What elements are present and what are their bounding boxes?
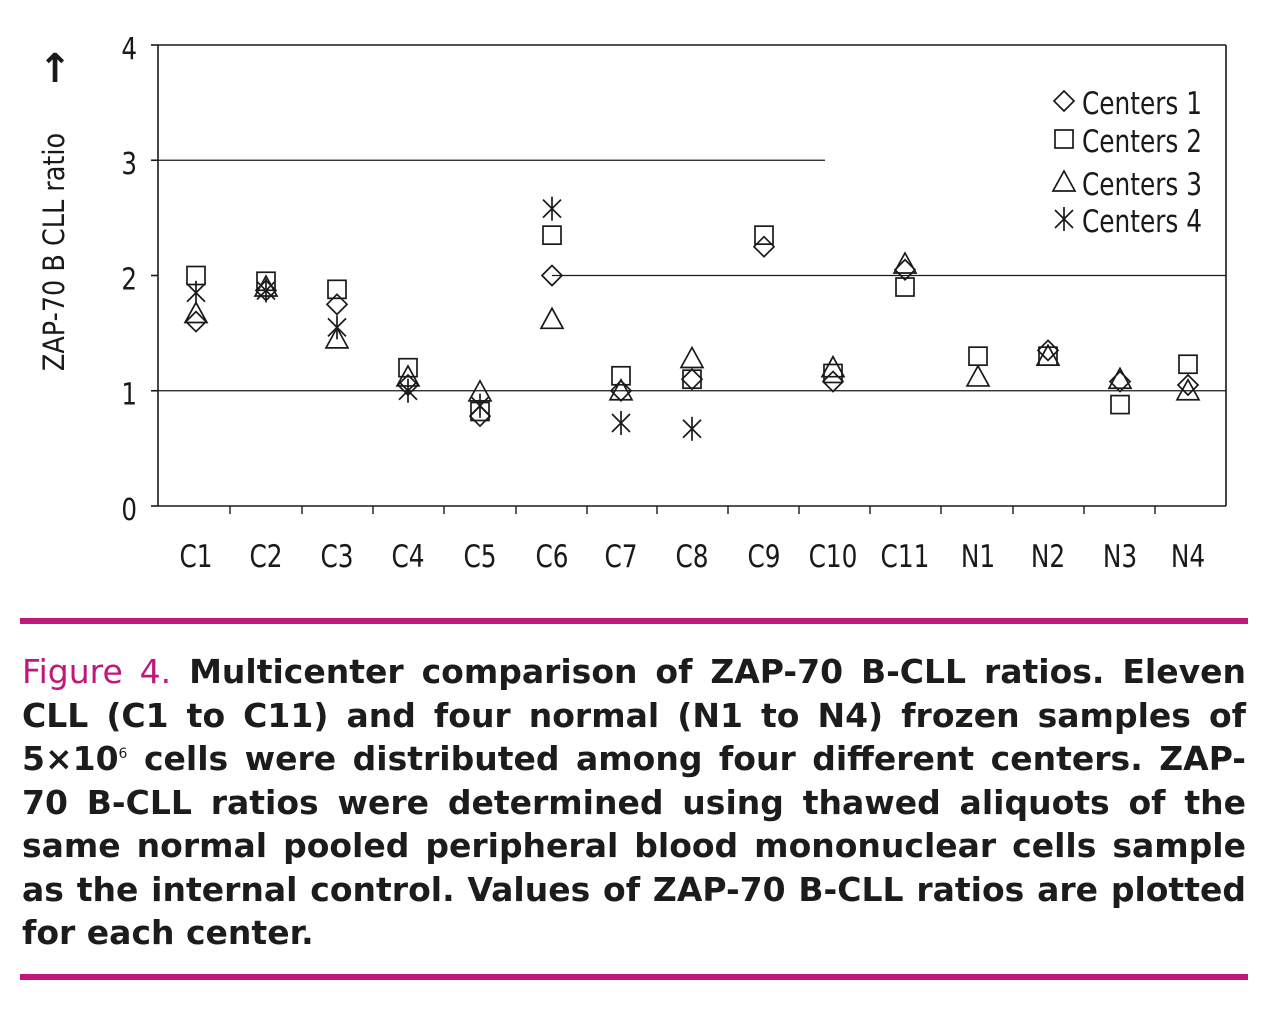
data-point-triangle [1035,343,1061,367]
caption-bottom-rule [20,974,1248,980]
data-point-asterisk [470,393,490,418]
figure-caption: Figure 4. Multicenter comparison of ZAP-… [22,650,1246,955]
x-tick-label: C8 [675,538,708,574]
data-point-diamond [1176,373,1200,397]
legend-label: Centers 1 [1082,85,1202,121]
x-tick-label: N2 [1031,538,1065,574]
legend-marker-asterisk [1054,207,1074,231]
x-tick-label: C6 [535,538,568,574]
x-tick-label: N4 [1171,538,1205,574]
y-tick-label: 4 [121,33,137,67]
data-point-square [1178,354,1198,375]
x-tick-label: N3 [1103,538,1137,574]
data-point-diamond [821,370,845,393]
data-point-asterisk [611,411,631,436]
data-point-triangle [892,251,918,274]
data-point-triangle [183,300,209,324]
legend-label: Centers 2 [1082,123,1202,159]
data-point-asterisk [682,416,702,441]
data-point-triangle [679,345,705,369]
data-point-diamond [325,293,349,316]
data-point-asterisk [398,378,418,403]
data-point-square [968,346,988,367]
x-tick-label: C7 [604,538,637,574]
data-point-square [327,279,347,300]
data-point-diamond [609,379,633,402]
x-tick-label: C3 [320,538,353,574]
data-point-asterisk [186,280,206,305]
x-tick-label: N1 [961,538,995,574]
legend-label: Centers 3 [1082,166,1202,202]
data-point-square [682,369,702,390]
caption-text: Multicenter comparison of ZAP-70 B-CLL r… [22,652,1246,778]
caption-text-continued: cells were distributed among four differ… [22,739,1246,952]
data-point-triangle [820,354,846,378]
data-point-diamond [893,258,917,281]
data-point-triangle [965,364,991,387]
x-tick-label: C4 [391,538,424,574]
data-point-square [542,225,562,246]
data-point-triangle [1175,377,1201,401]
x-tick-label: C11 [881,538,930,574]
y-tick-label: 2 [121,263,137,297]
data-point-square [895,277,915,297]
data-point-diamond [184,310,208,333]
data-point-diamond [540,264,564,287]
data-point-triangle [608,377,634,401]
data-point-square [611,365,631,386]
x-tick-label: C5 [463,538,496,574]
legend-marker-triangle [1051,169,1077,192]
figure-label: Figure 4. [22,652,172,691]
x-tick-label: C10 [809,538,858,574]
legend-label: Centers 4 [1082,203,1202,239]
legend-marker-square [1054,129,1074,149]
y-tick-label: 1 [121,379,137,413]
caption-exponent: 6 [118,746,128,762]
caption-top-rule [20,618,1248,624]
y-tick-label: 3 [121,148,137,182]
data-point-asterisk [542,196,562,221]
y-tick-label: 0 [121,494,137,528]
data-point-square [754,225,774,246]
data-point-diamond [1108,370,1132,393]
data-point-square [1110,394,1130,415]
data-point-triangle [1107,366,1133,390]
data-point-diamond [680,368,704,391]
data-point-asterisk [256,278,276,303]
x-tick-label: C9 [747,538,780,574]
y-axis-title: ZAP-70 B CLL ratio [39,133,72,371]
x-tick-label: C1 [179,538,212,574]
legend-marker-diamond [1052,89,1076,113]
data-point-asterisk [327,315,347,340]
data-point-square [398,357,418,378]
data-point-triangle [539,306,565,330]
data-point-triangle [324,326,350,349]
y-axis-arrow-icon: ↑ [38,46,72,92]
x-tick-label: C2 [249,538,282,574]
data-point-diamond [752,235,776,258]
chart: Centers 1 Centers 2 Centers 3 Centers 4 0 1 2… [38,33,1227,575]
